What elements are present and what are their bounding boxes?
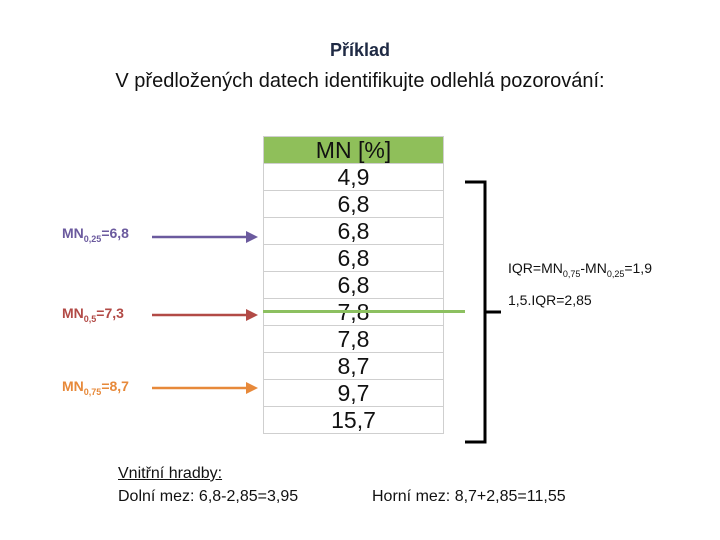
- slide-subtitle: V předložených datech identifikujte odle…: [115, 70, 605, 92]
- table-cell: 6,8: [263, 217, 444, 245]
- q25-arrow-icon: [152, 231, 258, 243]
- lower-fence: Dolní mez: 6,8-2,85=3,95: [118, 488, 299, 505]
- iqr-multiple: 1,5.IQR=2,85: [508, 292, 592, 308]
- quartile-75-label: MN0,75=8,7: [62, 378, 129, 397]
- iqr-formula: IQR=MN0,75-MN0,25=1,9: [508, 260, 652, 279]
- bracket-icon: [465, 180, 501, 444]
- table-cell: 6,8: [263, 190, 444, 218]
- table-cell: 8,7: [263, 352, 444, 380]
- fences-heading: Vnitřní hradby:: [118, 465, 223, 482]
- median-line: [263, 310, 465, 313]
- table-header: MN [%]: [263, 136, 444, 164]
- upper-fence: Horní mez: 8,7+2,85=11,55: [372, 488, 566, 505]
- median-arrow-icon: [152, 309, 258, 321]
- table-cell: 6,8: [263, 271, 444, 299]
- table-cell: 7,8: [263, 325, 444, 353]
- q75-arrow-icon: [152, 382, 258, 394]
- table-cell: 6,8: [263, 244, 444, 272]
- quartile-25-label: MN0,25=6,8: [62, 225, 129, 244]
- median-label: MN0,5=7,3: [62, 305, 124, 324]
- table-cell: 4,9: [263, 163, 444, 191]
- table-cell: 9,7: [263, 379, 444, 407]
- slide-title: Příklad: [329, 40, 391, 60]
- data-table: MN [%] 4,9 6,8 6,8 6,8 6,8 7,8 7,8 8,7 9…: [263, 136, 444, 434]
- table-cell: 15,7: [263, 406, 444, 434]
